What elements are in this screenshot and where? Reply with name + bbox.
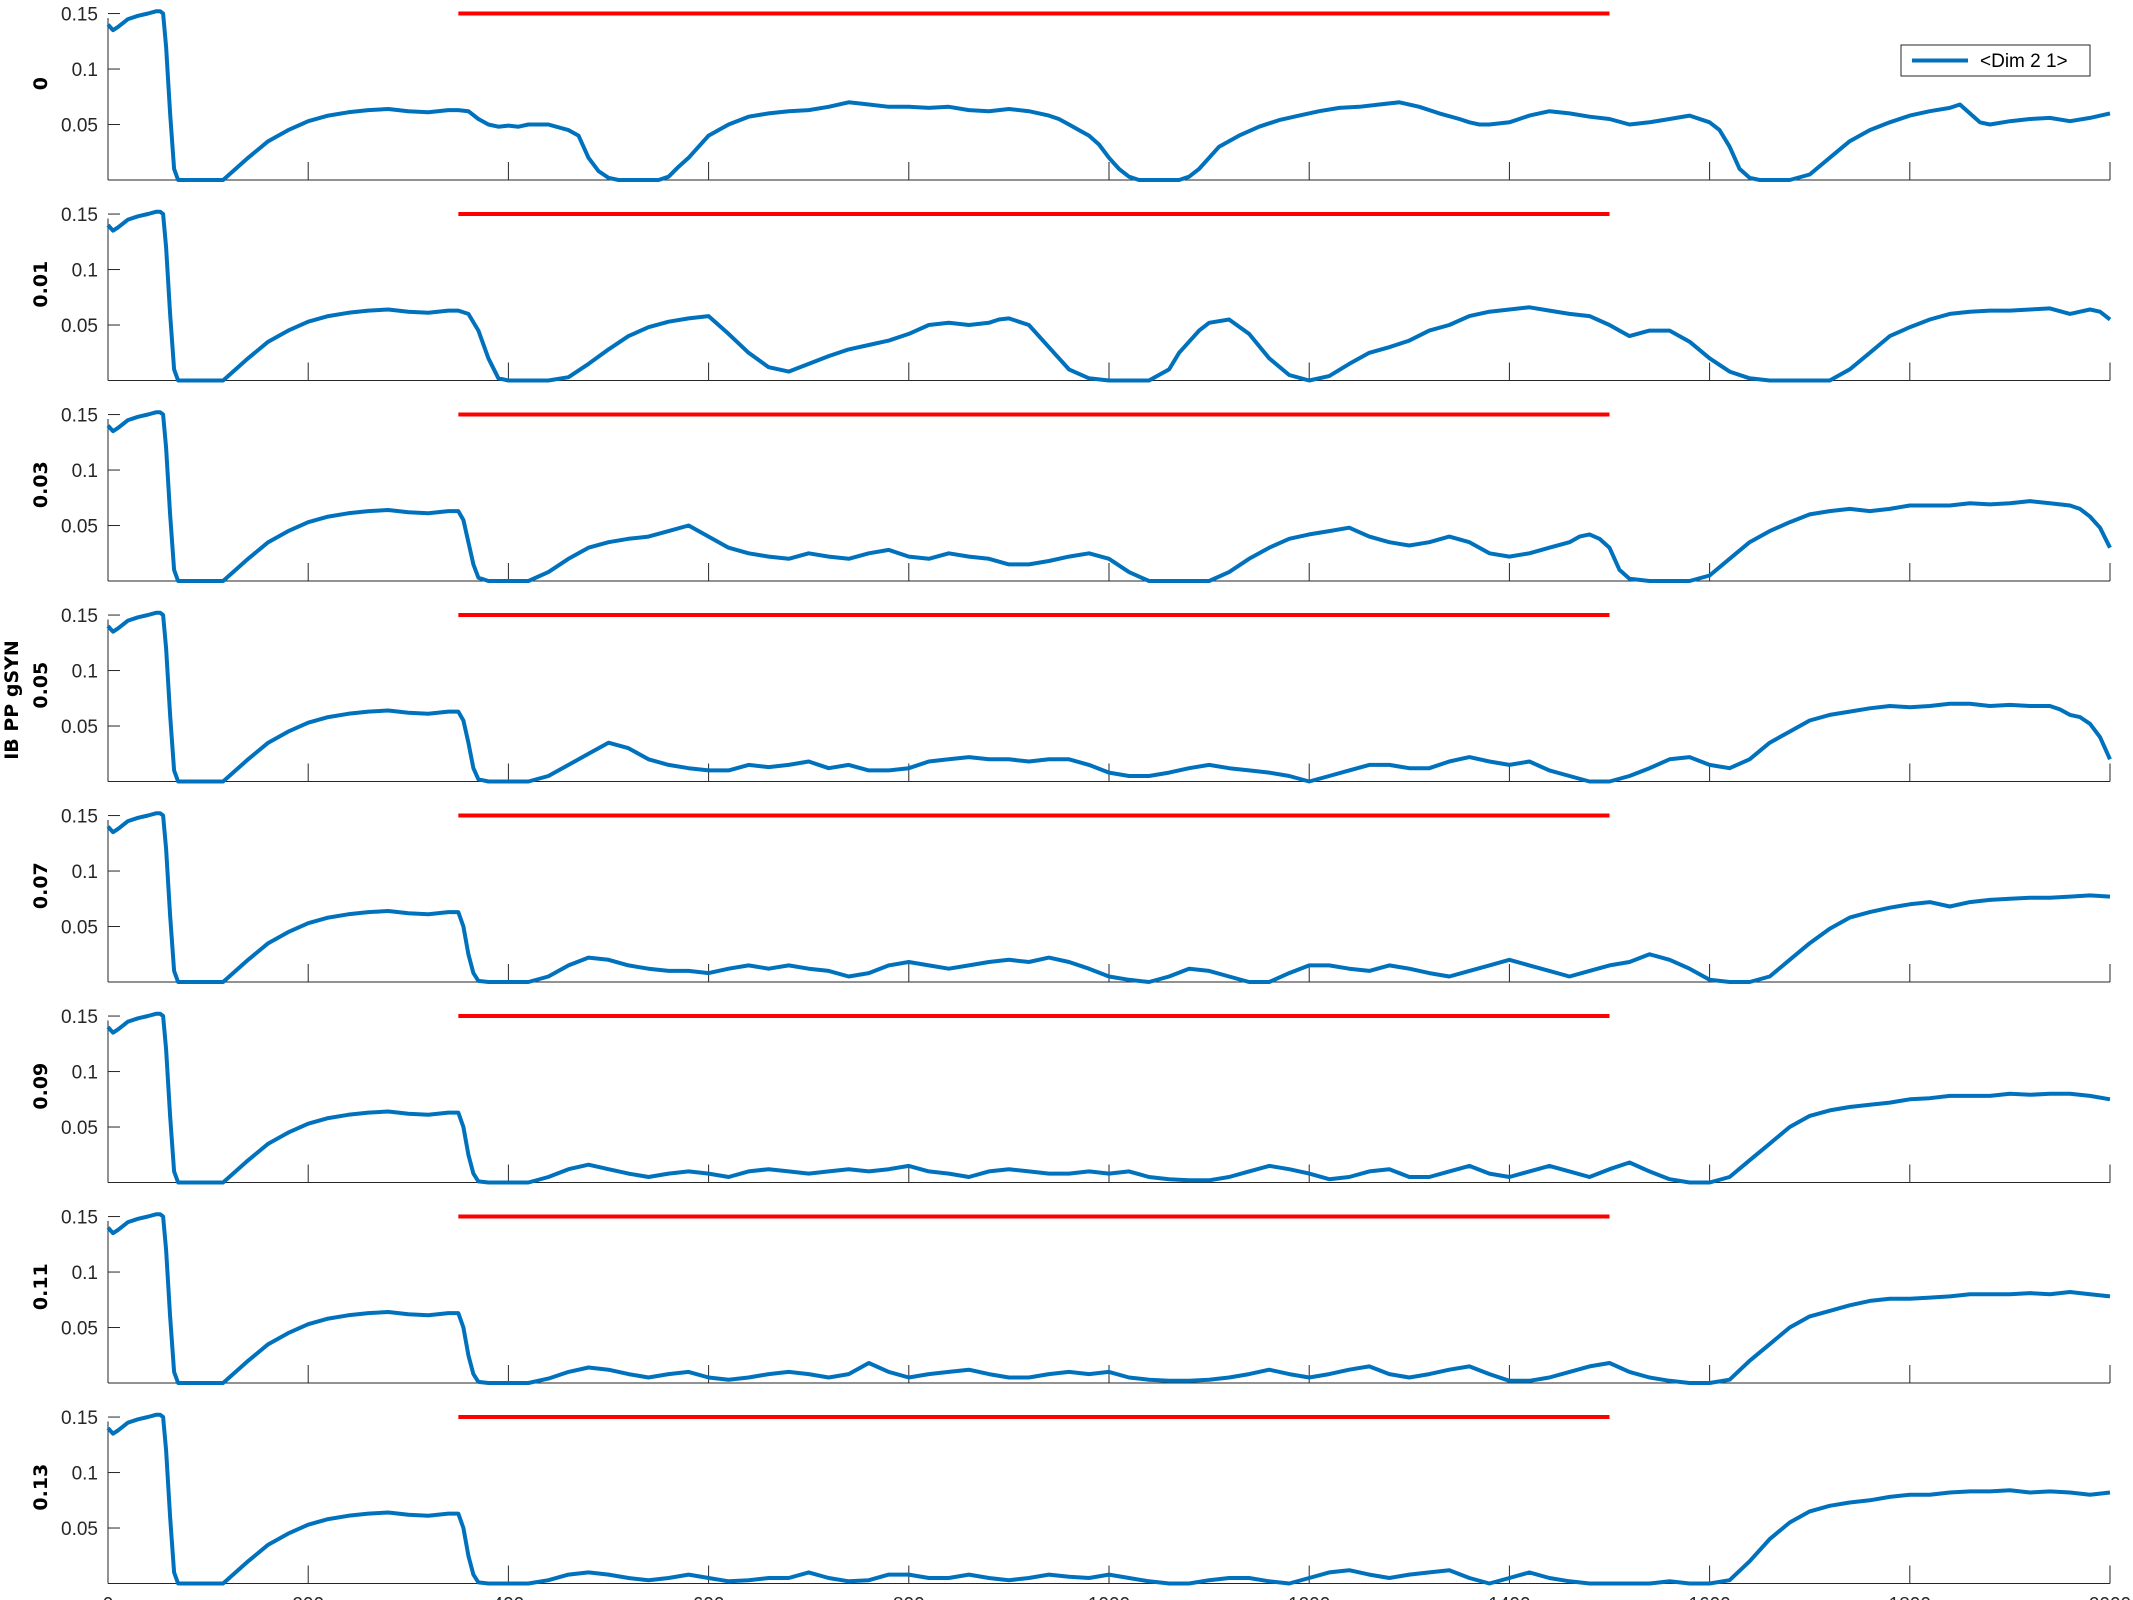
series-line: [106, 610, 2112, 784]
y-tick-label: 0.05: [61, 717, 98, 738]
row-label: 0.01: [30, 261, 52, 308]
row-label: 0.11: [30, 1263, 52, 1310]
y-tick-label: 0.1: [72, 461, 98, 482]
y-tick-label: 0.05: [61, 316, 98, 337]
shared-y-axis-label: IB PP gSYN: [1, 640, 23, 760]
series-line: [106, 209, 2112, 383]
x-tick-label: 1400: [1488, 1595, 1530, 1600]
y-tick-label: 0.15: [61, 1007, 98, 1028]
y-tick-label: 0.15: [61, 1408, 98, 1429]
y-tick-label: 0.1: [72, 662, 98, 683]
row-label: 0.13: [30, 1464, 52, 1511]
x-tick-label: 800: [893, 1595, 925, 1600]
y-tick-label: 0.05: [61, 918, 98, 939]
series-line: [106, 9, 2111, 182]
y-tick-label: 0.1: [72, 1464, 98, 1485]
x-tick-label: 400: [493, 1595, 525, 1600]
subplot-1: 0.05 0.1 0.15 0: [30, 5, 2111, 182]
subplot-5: 0.05 0.1 0.15 0.07: [30, 807, 2111, 984]
series-line: [106, 1412, 2111, 1586]
y-tick-label: 0.05: [61, 1118, 98, 1139]
x-tick-label: 2000: [2089, 1595, 2131, 1600]
x-tick-label: 200: [292, 1595, 324, 1600]
x-tick-label: 1600: [1688, 1595, 1730, 1600]
y-tick-label: 0.05: [61, 517, 98, 538]
y-tick-label: 0.15: [61, 1208, 98, 1229]
x-tick-label: 600: [693, 1595, 725, 1600]
y-tick-label: 0.1: [72, 60, 98, 81]
subplot-4: 0.05 0.1 0.15 0.05: [30, 606, 2112, 784]
x-tick-label: 0: [103, 1595, 114, 1600]
y-tick-label: 0.05: [61, 1519, 98, 1540]
y-tick-label: 0.05: [61, 116, 98, 137]
series-line: [106, 1011, 2111, 1185]
series-line: [106, 811, 2111, 984]
row-label: 0.03: [30, 461, 52, 508]
x-tick-label: 1200: [1288, 1595, 1330, 1600]
y-tick-label: 0.05: [61, 1319, 98, 1340]
series-line: [106, 410, 2112, 583]
row-label: 0: [30, 77, 52, 90]
subplot-2: 0.05 0.1 0.15 0.01: [30, 205, 2112, 383]
y-tick-label: 0.1: [72, 862, 98, 883]
y-tick-label: 0.15: [61, 807, 98, 828]
subplot-8: 0.05 0.1 0.15 0.13: [30, 1408, 2111, 1586]
subplot-6: 0.05 0.1 0.15 0.09: [30, 1007, 2111, 1185]
y-tick-label: 0.1: [72, 261, 98, 282]
legend-series-label: <Dim 2 1>: [1980, 51, 2068, 72]
x-tick-label: 1800: [1889, 1595, 1931, 1600]
legend: <Dim 2 1>: [1900, 44, 2091, 77]
subplot-stack: 0.050.10.1500.050.10.150.010.050.10.150.…: [30, 5, 2131, 1600]
row-label: 0.05: [30, 662, 52, 709]
x-tick-label: 1000: [1088, 1595, 1130, 1600]
y-tick-label: 0.1: [72, 1063, 98, 1084]
series-line: [106, 1212, 2111, 1385]
y-tick-label: 0.15: [61, 406, 98, 427]
row-label: 0.07: [30, 862, 52, 909]
subplot-7: 0.05 0.1 0.15 0.11: [30, 1208, 2111, 1385]
y-tick-label: 0.15: [61, 606, 98, 627]
y-tick-label: 0.1: [72, 1263, 98, 1284]
row-label: 0.09: [30, 1063, 52, 1110]
y-tick-label: 0.15: [61, 5, 98, 26]
subplot-3: 0.05 0.1 0.15 0.03: [30, 406, 2112, 583]
y-tick-label: 0.15: [61, 205, 98, 226]
